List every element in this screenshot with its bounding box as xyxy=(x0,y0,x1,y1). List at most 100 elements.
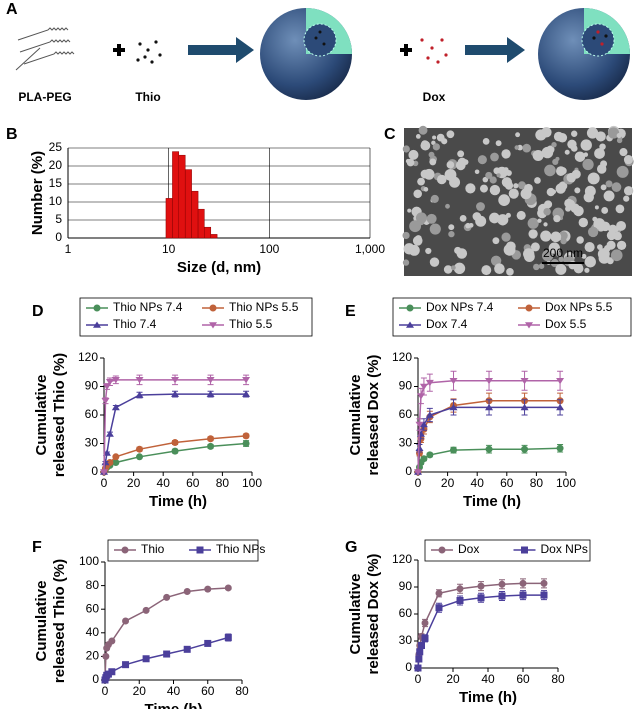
particle xyxy=(576,236,584,244)
particle xyxy=(611,182,622,192)
marker xyxy=(414,469,422,476)
particle xyxy=(574,187,581,194)
marker xyxy=(420,455,428,463)
particle xyxy=(448,230,455,238)
panel-label: A xyxy=(6,1,18,18)
marker xyxy=(426,451,434,459)
particle xyxy=(430,194,439,203)
particle xyxy=(418,125,428,135)
bar xyxy=(191,190,199,239)
particle xyxy=(564,149,570,155)
y-tick-label: 25 xyxy=(49,140,63,154)
particle xyxy=(481,265,492,276)
particle xyxy=(586,127,599,139)
marker xyxy=(142,655,150,663)
x-tick-label: 1,000 xyxy=(355,242,385,256)
marker xyxy=(206,390,215,397)
legend-label: Dox NPs xyxy=(541,542,588,556)
particle xyxy=(603,245,611,252)
marker xyxy=(108,637,116,645)
particle xyxy=(429,158,437,166)
panel-label: B xyxy=(6,126,18,143)
particle xyxy=(527,217,539,229)
panel-label: D xyxy=(32,303,44,320)
marker xyxy=(204,639,212,647)
bar xyxy=(210,234,218,239)
x-tick-label: 60 xyxy=(500,476,514,490)
marker xyxy=(183,645,191,653)
particle xyxy=(420,169,430,179)
marker xyxy=(414,664,422,672)
particle xyxy=(432,143,440,151)
y-tick-label: 80 xyxy=(86,578,100,592)
particle xyxy=(543,222,548,227)
legend-label: Thio NPs 7.4 xyxy=(113,300,183,314)
legend-label: Thio NPs xyxy=(216,542,265,556)
particle xyxy=(489,212,500,224)
marker xyxy=(456,585,464,593)
x-tick-label: 10 xyxy=(162,242,176,256)
particle xyxy=(605,180,613,188)
marker xyxy=(456,597,464,604)
schematic-label: PLA-PEG xyxy=(18,90,71,104)
particle xyxy=(584,242,595,253)
marker xyxy=(540,579,548,587)
marker xyxy=(419,421,428,428)
marker xyxy=(206,377,215,384)
particle xyxy=(492,237,500,245)
y-tick-label: 30 xyxy=(85,436,99,450)
marker xyxy=(415,421,424,428)
marker xyxy=(556,378,565,385)
particle xyxy=(468,222,474,228)
y-tick-label: 60 xyxy=(86,601,100,615)
legend-box xyxy=(107,539,259,562)
bar xyxy=(172,151,180,239)
y-tick-label: 20 xyxy=(49,158,63,172)
y-tick-label: 100 xyxy=(79,554,99,568)
particle xyxy=(402,145,410,153)
marker xyxy=(135,391,144,398)
marker xyxy=(171,377,180,384)
legend-marker xyxy=(209,322,217,329)
particle xyxy=(599,134,606,141)
particle xyxy=(515,132,521,138)
particle xyxy=(489,184,501,196)
x-axis-title: Time (h) xyxy=(463,493,521,510)
marker xyxy=(520,378,529,385)
particle xyxy=(454,246,462,255)
particle xyxy=(408,149,419,160)
particle xyxy=(448,224,455,231)
y-tick-label: 0 xyxy=(55,230,62,244)
particle xyxy=(567,139,577,149)
particle xyxy=(448,132,454,138)
particle xyxy=(541,231,548,237)
legend-label: Thio xyxy=(141,542,165,556)
marker xyxy=(425,411,434,418)
schematic-label: Dox xyxy=(423,90,446,104)
particle xyxy=(459,214,467,222)
marker xyxy=(556,403,565,411)
particle xyxy=(436,174,447,185)
x-tick-label: 60 xyxy=(201,684,215,698)
x-tick-label: 80 xyxy=(530,476,544,490)
particle xyxy=(402,259,410,266)
x-tick-label: 1 xyxy=(65,242,72,256)
particle xyxy=(425,247,432,255)
marker xyxy=(419,383,428,390)
x-tick-label: 40 xyxy=(481,672,495,686)
particle xyxy=(541,146,554,159)
particle xyxy=(503,167,509,173)
y-tick-label: 90 xyxy=(399,379,413,393)
particle xyxy=(476,202,485,212)
marker xyxy=(100,469,108,476)
particle xyxy=(501,177,512,188)
marker xyxy=(421,634,429,642)
marker xyxy=(425,379,434,387)
legend-label: Thio 7.4 xyxy=(113,317,157,331)
particle xyxy=(414,235,422,243)
y-tick-label: 120 xyxy=(392,552,412,566)
particle xyxy=(494,263,505,274)
marker xyxy=(112,459,120,466)
marker xyxy=(171,447,179,455)
particle xyxy=(429,257,440,267)
